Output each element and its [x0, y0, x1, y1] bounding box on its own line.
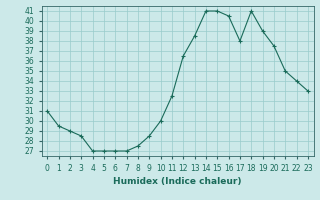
X-axis label: Humidex (Indice chaleur): Humidex (Indice chaleur)	[113, 177, 242, 186]
